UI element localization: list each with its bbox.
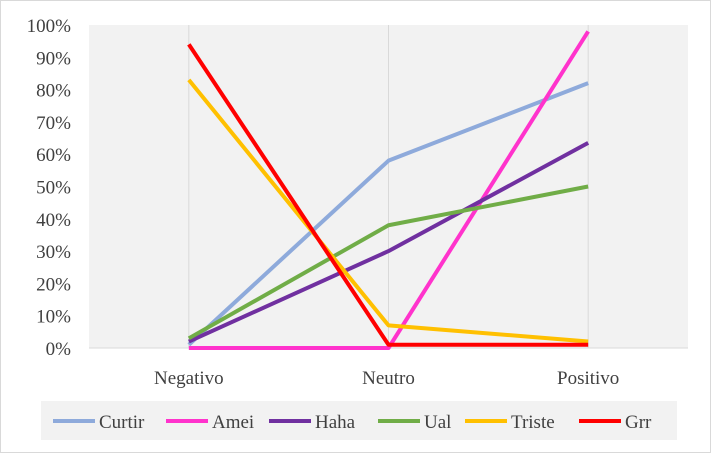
y-tick-label: 100% <box>27 16 72 37</box>
y-tick-label: 70% <box>36 113 71 134</box>
legend-label: Amei <box>212 412 254 433</box>
x-tick-label: Positivo <box>557 368 619 389</box>
series-line-ual <box>187 184 589 341</box>
y-tick-label: 80% <box>36 81 71 102</box>
x-tick-label: Neutro <box>362 368 415 389</box>
series-line-curtir <box>187 81 589 347</box>
series-line-haha <box>188 141 590 344</box>
legend-label: Haha <box>315 412 356 433</box>
series-line-grr <box>187 43 589 347</box>
y-tick-label: 0% <box>46 339 72 360</box>
legend-label: Grr <box>625 412 652 433</box>
y-tick-label: 10% <box>36 307 71 328</box>
y-tick-label: 40% <box>36 210 71 231</box>
y-tick-label: 30% <box>36 242 71 263</box>
series-line-triste <box>187 78 589 344</box>
y-tick-label: 50% <box>36 178 71 199</box>
y-tick-label: 90% <box>36 48 71 69</box>
legend <box>41 401 677 440</box>
legend-label: Curtir <box>99 412 145 433</box>
y-tick-label: 20% <box>36 274 71 295</box>
legend-label: Triste <box>511 412 555 433</box>
y-tick-label: 60% <box>36 145 71 166</box>
x-tick-label: Negativo <box>154 368 224 389</box>
series-line-amei <box>188 30 590 350</box>
legend-label: Ual <box>424 412 451 433</box>
